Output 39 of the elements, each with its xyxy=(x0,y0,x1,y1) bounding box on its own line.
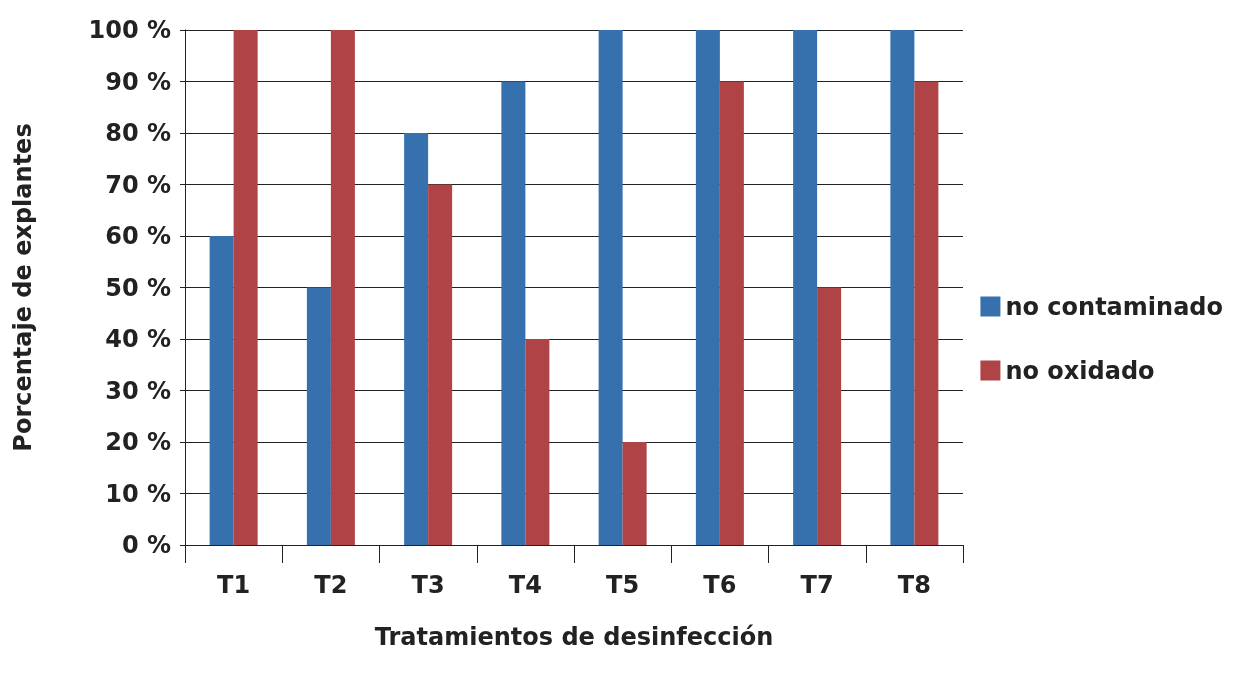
bar xyxy=(914,81,939,545)
x-tick-label: T2 xyxy=(314,571,348,599)
x-tick-label: T3 xyxy=(411,571,445,599)
x-tick-label: T8 xyxy=(897,571,931,599)
legend-label: no contaminado xyxy=(1005,292,1224,321)
y-tick-label: 30 % xyxy=(105,376,171,405)
bar xyxy=(306,287,331,545)
bar xyxy=(404,133,429,545)
bar xyxy=(233,30,258,545)
y-axis-title: Porcentaje de explantes xyxy=(9,123,37,452)
y-tick-label: 50 % xyxy=(105,273,171,302)
bar xyxy=(428,184,453,545)
bar xyxy=(598,30,623,545)
x-tick-label: T1 xyxy=(217,571,251,599)
bar xyxy=(209,236,234,545)
bar xyxy=(719,81,744,545)
bar xyxy=(525,339,550,545)
bar xyxy=(890,30,915,545)
bar xyxy=(330,30,355,545)
x-tick-label: T6 xyxy=(703,571,737,599)
y-tick-label: 90 % xyxy=(105,67,171,96)
bar xyxy=(817,287,842,545)
bar xyxy=(695,30,720,545)
y-tick-label: 0 % xyxy=(121,531,171,559)
x-tick-label: T4 xyxy=(508,571,542,599)
x-tick-label: T7 xyxy=(800,571,834,599)
y-tick-label: 100 % xyxy=(88,16,171,44)
bar xyxy=(793,30,818,545)
y-tick-label: 40 % xyxy=(105,325,171,353)
y-tick-label: 70 % xyxy=(105,170,171,199)
bar xyxy=(501,81,526,545)
y-tick-label: 10 % xyxy=(105,479,171,508)
y-tick-label: 20 % xyxy=(105,428,171,456)
legend-label: no oxidado xyxy=(1005,356,1155,385)
x-tick-label: T5 xyxy=(606,571,640,599)
bar xyxy=(622,442,647,545)
y-tick-label: 80 % xyxy=(105,119,171,147)
y-tick-label: 60 % xyxy=(105,222,171,250)
x-axis-title: Tratamientos de desinfección xyxy=(374,623,774,651)
